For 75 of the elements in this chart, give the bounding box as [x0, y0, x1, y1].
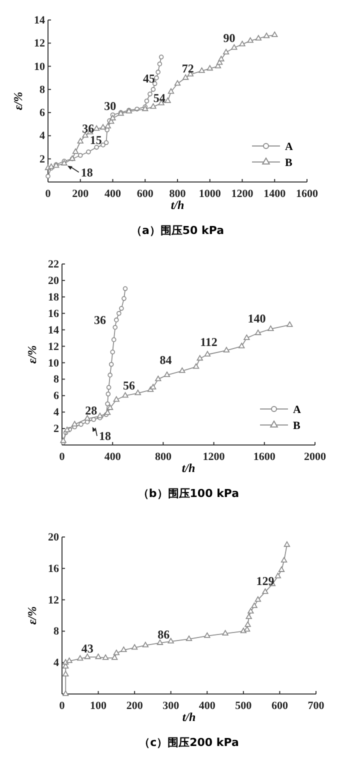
y-tick-label: 4 [54, 406, 60, 419]
annotation: 84 [160, 352, 172, 367]
legend-label: B [293, 420, 301, 432]
x-tick-label: 700 [308, 700, 325, 712]
x-tick-label: 200 [126, 700, 144, 712]
y-tick-label: 16 [48, 308, 60, 320]
y-tick-label: 14 [48, 324, 60, 336]
y-tick-label: 8 [54, 374, 60, 386]
annotation: 129 [256, 574, 274, 588]
y-axis-title: ε/% [25, 606, 39, 625]
x-tick-label: 1200 [202, 451, 226, 464]
text: （b）围压100 kPa [138, 487, 240, 500]
text: （c）围压200 kPa [139, 736, 239, 749]
y-tick-label: 2 [40, 153, 46, 166]
annotation: 140 [248, 311, 266, 326]
x-tick-label: 600 [136, 188, 154, 200]
x-tick-label: 200 [72, 188, 90, 200]
x-tick-label: 0 [45, 188, 52, 200]
x-axis-title: t/h [170, 198, 184, 212]
y-tick-label: 20 [48, 274, 60, 287]
x-axis-title: t/h [182, 710, 196, 724]
x-tick-label: 400 [198, 700, 216, 712]
annotation: 54 [153, 90, 166, 105]
text: （a）围压50 kPa [130, 224, 224, 237]
y-tick-label: 12 [34, 38, 46, 50]
x-tick-label: 300 [162, 700, 180, 712]
annotation: 18 [80, 165, 93, 180]
y-tick-label: 8 [54, 626, 60, 638]
annotation: 56 [123, 378, 136, 392]
x-tick-label: 1400 [264, 188, 286, 200]
y-tick-label: 16 [48, 562, 60, 575]
x-tick-label: 100 [90, 700, 108, 712]
y-tick-label: 8 [40, 84, 46, 96]
legend-label: B [285, 157, 293, 169]
y-tick-label: 6 [40, 107, 46, 120]
x-tick-label: 400 [104, 188, 122, 200]
x-tick-label: 800 [169, 188, 186, 200]
y-tick-label: 14 [34, 14, 46, 27]
x-tick-label: 400 [104, 451, 122, 464]
x-tick-label: 600 [271, 700, 288, 712]
x-tick-label: 1600 [253, 451, 276, 464]
y-tick-label: 12 [48, 340, 60, 353]
legend-label: A [285, 141, 293, 153]
y-axis-title: ε/% [11, 92, 25, 110]
annotation: 112 [200, 334, 218, 349]
annotation: 72 [182, 62, 194, 76]
y-tick-label: 4 [40, 130, 46, 142]
y-axis-title: ε/% [25, 345, 39, 364]
x-tick-label: 0 [59, 451, 66, 464]
y-tick-label: 4 [54, 657, 60, 670]
x-tick-label: 2000 [304, 451, 326, 464]
y-tick-label: 6 [54, 390, 60, 402]
annotation: 30 [104, 98, 116, 113]
x-tick-label: 500 [235, 700, 252, 712]
y-tick-label: 22 [48, 258, 60, 271]
x-tick-label: 1600 [296, 188, 318, 200]
annotation: 90 [223, 30, 236, 45]
y-tick-label: 10 [34, 60, 46, 73]
annotation: 45 [143, 71, 156, 86]
annotation: 28 [85, 404, 98, 418]
x-tick-label: 1200 [231, 188, 254, 200]
y-tick-label: 20 [48, 532, 60, 544]
y-tick-label: 2 [54, 423, 60, 436]
annotation: 18 [99, 428, 112, 443]
x-tick-label: 800 [154, 451, 172, 464]
y-tick-label: 12 [48, 594, 60, 606]
y-tick-label: 18 [48, 291, 60, 304]
x-tick-label: 0 [59, 700, 66, 712]
legend-label: A [293, 404, 301, 416]
annotation: 43 [81, 641, 94, 656]
annotation: 36 [94, 313, 106, 328]
x-tick-label: 1000 [198, 188, 222, 200]
x-axis-title: t/h [182, 461, 196, 475]
y-tick-label: 10 [48, 357, 60, 370]
annotation: 86 [158, 627, 170, 642]
